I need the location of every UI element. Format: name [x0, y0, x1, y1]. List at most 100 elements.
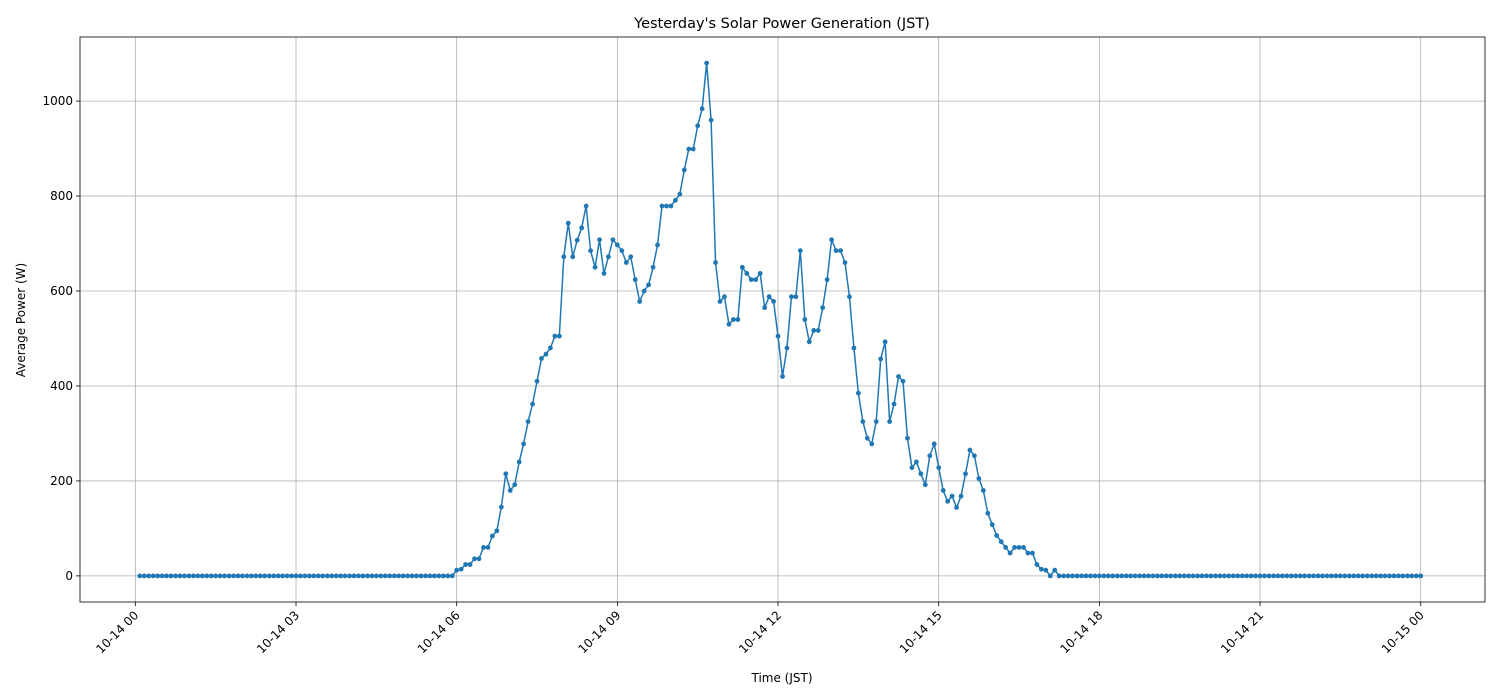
- data-point: [891, 401, 897, 407]
- data-point: [757, 271, 763, 276]
- data-point: [534, 378, 540, 384]
- data-point: [748, 277, 754, 283]
- data-point: [646, 282, 652, 288]
- data-point: [1387, 573, 1392, 579]
- data-point: [266, 573, 272, 579]
- data-point: [972, 453, 977, 459]
- data-point: [686, 146, 692, 152]
- data-point: [811, 328, 817, 333]
- data-point: [690, 146, 696, 152]
- data-point: [1396, 573, 1401, 579]
- data-point: [530, 401, 535, 407]
- data-point: [1186, 573, 1192, 579]
- data-point: [655, 242, 660, 248]
- data-point: [1065, 573, 1071, 579]
- data-point: [1257, 573, 1263, 579]
- data-point: [400, 573, 406, 579]
- data-point: [391, 573, 397, 579]
- data-point: [900, 378, 906, 384]
- data-point: [922, 482, 928, 488]
- data-point: [958, 493, 964, 499]
- data-point: [628, 254, 634, 260]
- data-point: [681, 167, 687, 173]
- data-point: [199, 573, 205, 579]
- data-point: [1074, 573, 1080, 579]
- data-point: [173, 573, 178, 579]
- data-point: [481, 544, 486, 550]
- data-point: [1208, 573, 1214, 579]
- data-point: [614, 242, 620, 248]
- data-point: [949, 493, 955, 499]
- data-point: [293, 573, 299, 579]
- data-point: [619, 248, 625, 254]
- data-point: [583, 203, 589, 209]
- data-point: [632, 277, 638, 283]
- data-point: [1088, 573, 1093, 579]
- data-point: [552, 333, 558, 339]
- data-point: [1324, 573, 1330, 579]
- data-point: [1409, 573, 1415, 579]
- data-point: [708, 117, 714, 123]
- data-point: [677, 191, 683, 197]
- data-point: [280, 573, 286, 579]
- data-point: [1360, 573, 1366, 579]
- data-point: [713, 260, 718, 265]
- data-point: [512, 482, 518, 488]
- data-point: [1302, 573, 1308, 579]
- data-point: [869, 441, 875, 447]
- data-point: [1007, 550, 1013, 556]
- data-point: [186, 573, 192, 579]
- data-point: [418, 573, 424, 579]
- data-point: [1235, 573, 1241, 579]
- data-point: [1378, 573, 1383, 579]
- data-point: [1155, 573, 1160, 579]
- y-tick-label: 1000: [42, 94, 73, 108]
- data-point: [1177, 573, 1183, 579]
- data-point: [1369, 573, 1375, 579]
- data-point: [1172, 573, 1178, 579]
- data-point: [405, 573, 410, 579]
- data-point: [1016, 544, 1022, 550]
- data-point: [226, 573, 232, 579]
- data-point: [525, 419, 531, 424]
- data-point: [771, 299, 776, 304]
- data-point: [1128, 573, 1134, 579]
- data-point: [1003, 544, 1009, 550]
- data-point: [1320, 573, 1325, 579]
- data-point: [1279, 573, 1285, 579]
- data-point: [168, 573, 174, 579]
- data-point: [1163, 573, 1169, 579]
- data-point: [980, 488, 986, 493]
- data-point: [177, 573, 183, 579]
- y-tick-label: 200: [50, 474, 73, 488]
- data-point: [1342, 573, 1348, 579]
- data-point: [1413, 573, 1419, 579]
- x-tick-label: 10-14 21: [1218, 608, 1266, 656]
- data-point: [597, 237, 602, 243]
- data-point: [476, 556, 482, 562]
- data-point: [329, 573, 335, 579]
- data-point: [878, 356, 884, 362]
- data-point: [735, 317, 741, 322]
- data-point: [601, 271, 607, 276]
- data-point: [570, 254, 576, 260]
- data-point: [548, 345, 553, 351]
- data-point: [936, 465, 942, 471]
- data-point: [1288, 573, 1294, 579]
- data-point: [1315, 573, 1321, 579]
- data-point: [967, 447, 973, 453]
- data-point: [440, 573, 446, 579]
- data-point: [284, 573, 290, 579]
- data-point: [1047, 573, 1053, 579]
- y-tick-label: 800: [50, 189, 73, 203]
- data-point: [298, 573, 303, 579]
- data-point: [855, 390, 861, 396]
- data-point: [373, 573, 379, 579]
- data-point: [472, 556, 477, 562]
- data-point: [1079, 573, 1084, 579]
- x-axis-label: Time (JST): [750, 671, 812, 685]
- data-point: [847, 294, 852, 300]
- data-point: [641, 288, 647, 294]
- data-point: [1083, 573, 1089, 579]
- data-point: [1230, 573, 1236, 579]
